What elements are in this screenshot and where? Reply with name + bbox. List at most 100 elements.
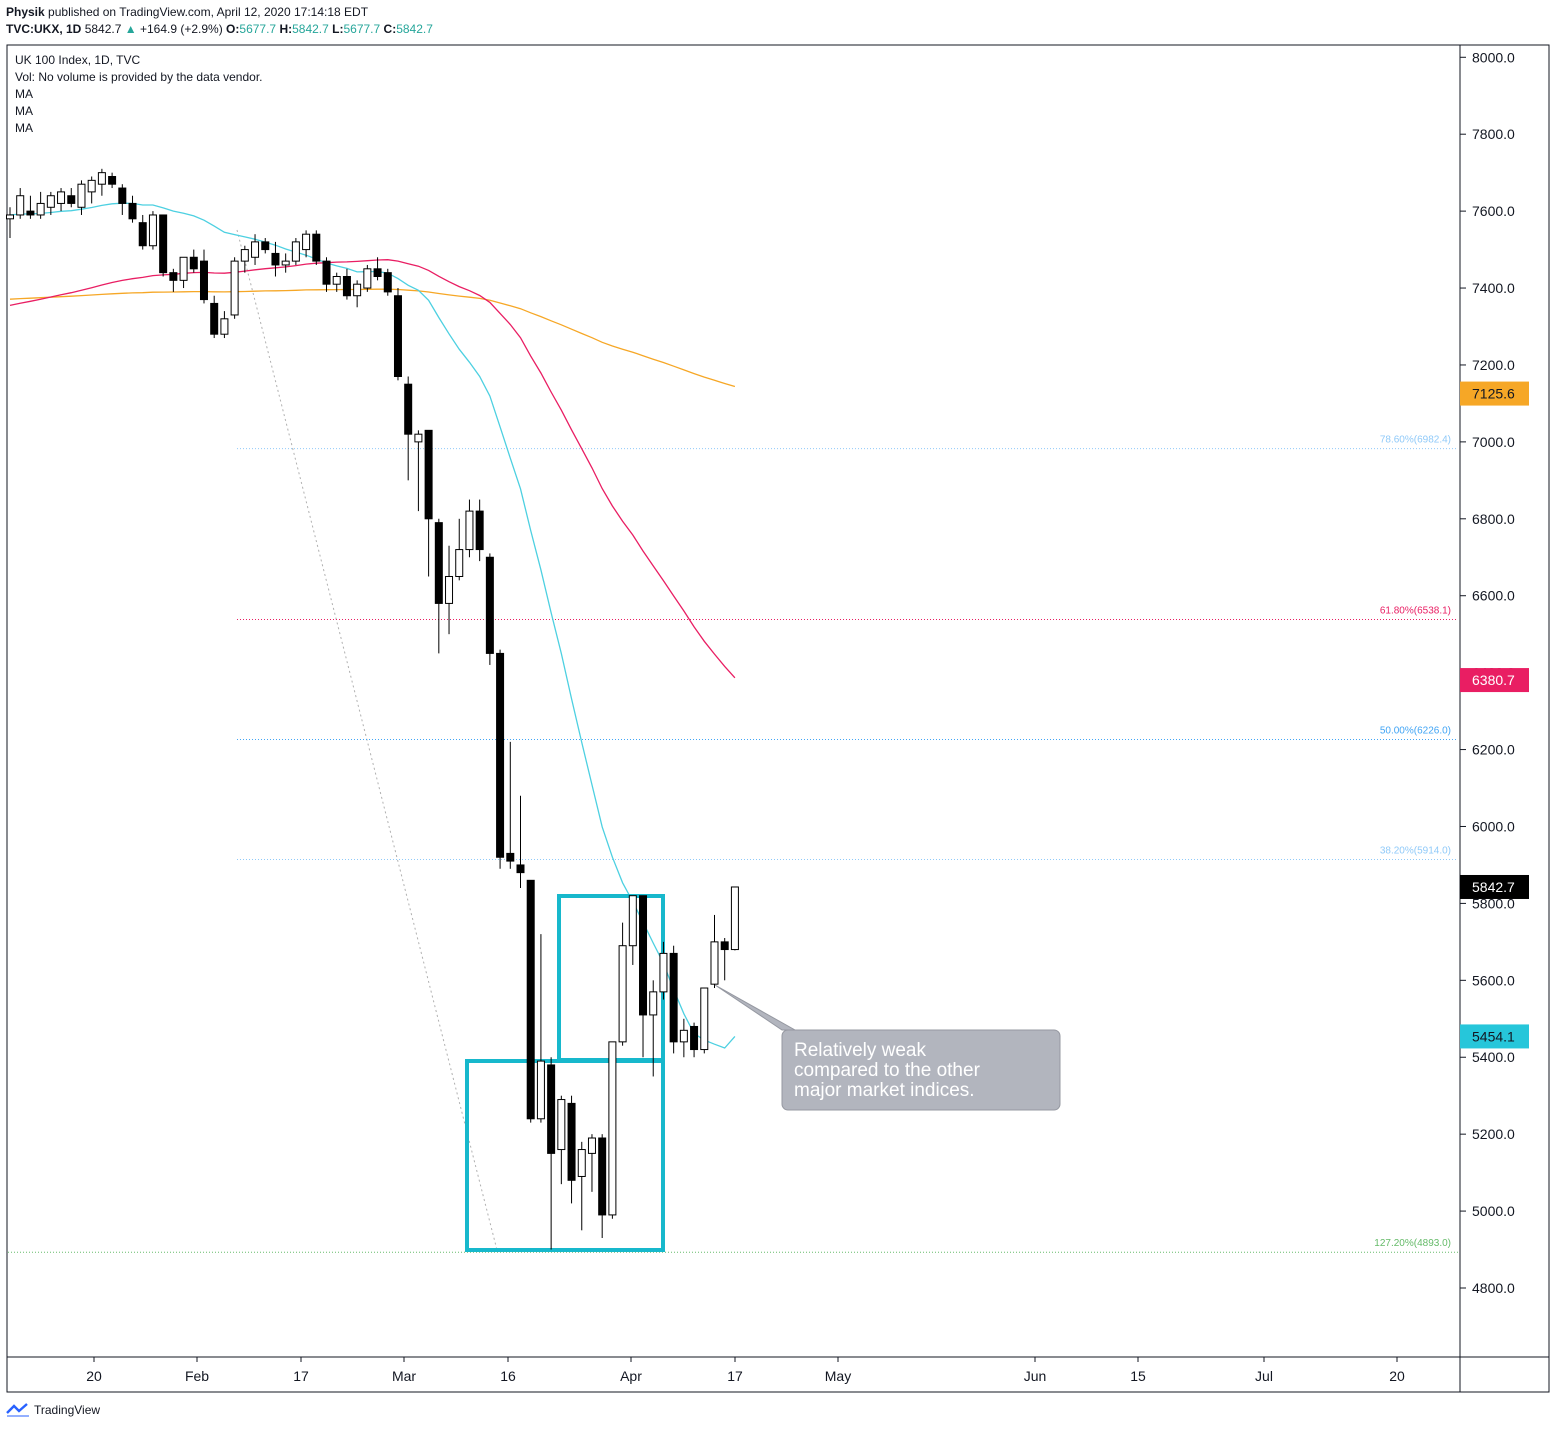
candle-body (404, 383, 413, 435)
candle[interactable] (363, 264, 372, 292)
fib-level-label: 38.20%(5914.0) (1380, 846, 1451, 857)
candle[interactable] (332, 272, 341, 292)
callout-box[interactable] (781, 1029, 1061, 1111)
candle[interactable] (179, 256, 188, 289)
candle[interactable] (424, 429, 433, 577)
candle-body (363, 268, 372, 289)
candle[interactable] (57, 188, 66, 212)
ma-200-line[interactable] (9, 288, 736, 388)
candle[interactable] (547, 1057, 556, 1250)
candle[interactable] (261, 238, 270, 254)
candle-body (210, 302, 219, 335)
candle-body (506, 852, 515, 862)
author-name[interactable]: Physik (6, 5, 45, 19)
candle[interactable] (557, 1095, 566, 1185)
candle[interactable] (312, 230, 321, 265)
candle[interactable] (455, 518, 464, 581)
candle[interactable] (383, 268, 392, 296)
candle[interactable] (414, 430, 423, 512)
candle[interactable] (271, 241, 280, 277)
candle[interactable] (710, 914, 719, 989)
legend-ma-2[interactable]: MA (15, 104, 33, 118)
legend-ma-3[interactable]: MA (15, 121, 33, 135)
candle[interactable] (128, 195, 137, 223)
candle[interactable] (210, 295, 219, 339)
candle[interactable] (577, 1141, 586, 1231)
candle[interactable] (669, 945, 678, 1054)
candle[interactable] (506, 741, 515, 869)
support-box[interactable] (465, 1059, 665, 1252)
candle[interactable] (353, 280, 362, 308)
candle[interactable] (496, 649, 505, 869)
candle[interactable] (516, 795, 525, 889)
candle-body (220, 318, 229, 335)
price-label-text: 7125.6 (1472, 386, 1515, 402)
candle[interactable] (291, 238, 300, 265)
legend-title[interactable]: UK 100 Index, 1D, TVC (15, 53, 141, 67)
candle[interactable] (159, 214, 168, 277)
current-price: 5842.7 (84, 22, 122, 36)
symbol-label[interactable]: TVC:UKX, 1D (6, 22, 82, 36)
candle[interactable] (373, 257, 382, 281)
candle[interactable] (465, 499, 474, 558)
candle[interactable] (77, 180, 86, 215)
candle[interactable] (16, 188, 25, 219)
candle-body (189, 256, 198, 270)
ma-50-line[interactable] (9, 259, 736, 679)
candle[interactable] (598, 1134, 607, 1239)
candle[interactable] (108, 172, 117, 189)
candle[interactable] (26, 195, 35, 219)
candle[interactable] (720, 938, 729, 981)
candle[interactable] (536, 934, 545, 1123)
footer-branding[interactable]: TradingView (6, 1403, 100, 1417)
candle[interactable] (67, 188, 76, 208)
candle[interactable] (445, 545, 454, 635)
resistance-box[interactable] (557, 894, 665, 1062)
candle-body (57, 191, 66, 204)
candle[interactable] (6, 207, 14, 239)
candle[interactable] (730, 886, 739, 951)
candle[interactable] (148, 211, 157, 250)
legend-ma-1[interactable]: MA (15, 87, 33, 101)
candle[interactable] (199, 249, 208, 304)
candle[interactable] (240, 245, 249, 273)
candle[interactable] (118, 184, 127, 215)
candle[interactable] (342, 268, 351, 300)
candle[interactable] (393, 288, 402, 381)
candle[interactable] (700, 987, 709, 1054)
candle[interactable] (404, 376, 413, 481)
candle[interactable] (690, 1022, 699, 1058)
candle[interactable] (608, 1041, 617, 1219)
candle[interactable] (659, 941, 668, 1000)
candle[interactable] (679, 1018, 688, 1058)
candle[interactable] (628, 895, 637, 965)
candle[interactable] (567, 1095, 576, 1204)
candle[interactable] (649, 980, 658, 1077)
candle[interactable] (189, 249, 198, 273)
candle[interactable] (251, 234, 260, 265)
ma-20-line[interactable] (9, 202, 736, 1049)
candle[interactable] (587, 1134, 596, 1192)
candle[interactable] (169, 268, 178, 292)
candle[interactable] (220, 311, 229, 339)
candle[interactable] (36, 191, 45, 219)
candle-body (465, 510, 474, 551)
candle[interactable] (281, 253, 290, 273)
candle[interactable] (46, 191, 55, 215)
candle[interactable] (230, 257, 239, 319)
candle[interactable] (434, 518, 443, 654)
candle[interactable] (87, 176, 96, 204)
candle[interactable] (97, 168, 106, 196)
candle[interactable] (639, 895, 648, 1058)
candle[interactable] (302, 230, 311, 258)
candle[interactable] (138, 214, 147, 250)
candle-body (496, 652, 505, 858)
candle[interactable] (618, 922, 627, 1046)
candle[interactable] (526, 879, 535, 1123)
candle[interactable] (485, 553, 494, 665)
fib-level-label: 50.00%(6226.0) (1380, 726, 1451, 737)
candle[interactable] (322, 257, 331, 292)
candle[interactable] (475, 499, 484, 562)
candle-body (312, 233, 321, 262)
